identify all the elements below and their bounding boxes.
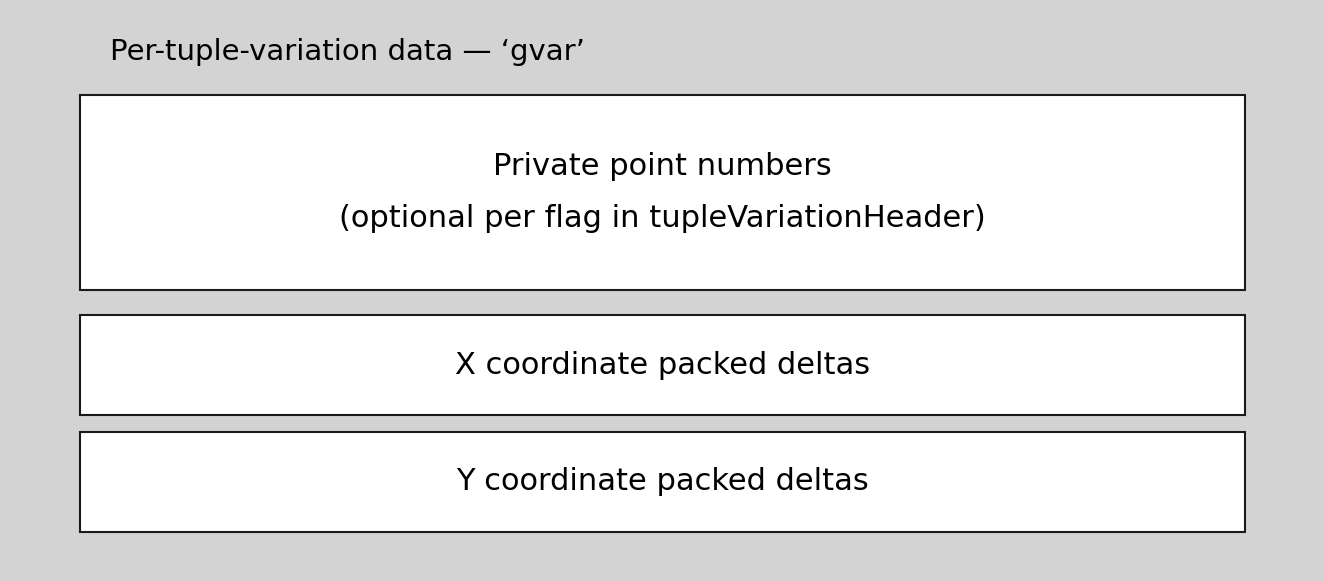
Bar <box>79 95 1245 290</box>
Text: Per-tuple-variation data — ‘gvar’: Per-tuple-variation data — ‘gvar’ <box>110 38 585 66</box>
Text: X coordinate packed deltas: X coordinate packed deltas <box>455 350 870 379</box>
Text: Y coordinate packed deltas: Y coordinate packed deltas <box>457 468 869 497</box>
Text: Private point numbers: Private point numbers <box>493 152 831 181</box>
Bar <box>79 315 1245 415</box>
Bar <box>79 432 1245 532</box>
Text: (optional per flag in tupleVariationHeader): (optional per flag in tupleVariationHead… <box>339 204 986 233</box>
